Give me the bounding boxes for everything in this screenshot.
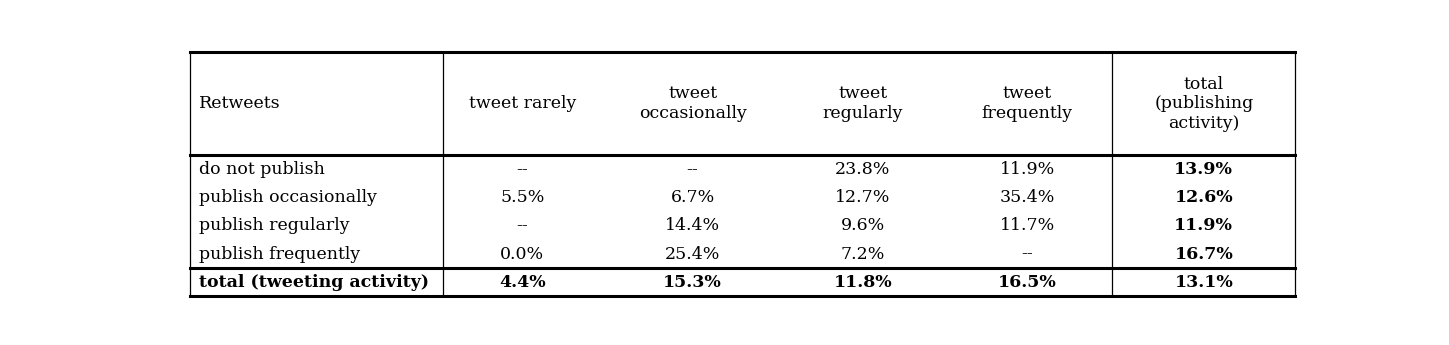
Text: 16.5%: 16.5% — [998, 274, 1056, 291]
Text: 25.4%: 25.4% — [665, 246, 720, 263]
Text: 0.0%: 0.0% — [500, 246, 545, 263]
Text: 13.9%: 13.9% — [1174, 161, 1233, 178]
Text: 13.1%: 13.1% — [1174, 274, 1233, 291]
Text: 16.7%: 16.7% — [1174, 246, 1233, 263]
Text: publish frequently: publish frequently — [199, 246, 361, 263]
Text: 11.7%: 11.7% — [1000, 217, 1055, 234]
Text: publish regularly: publish regularly — [199, 217, 349, 234]
Text: --: -- — [516, 161, 527, 178]
Text: 15.3%: 15.3% — [664, 274, 722, 291]
Text: 14.4%: 14.4% — [665, 217, 720, 234]
Text: total
(publishing
activity): total (publishing activity) — [1153, 76, 1253, 132]
Text: 11.9%: 11.9% — [1174, 217, 1233, 234]
Text: total (tweeting activity): total (tweeting activity) — [199, 274, 429, 291]
Text: do not publish: do not publish — [199, 161, 325, 178]
Text: 35.4%: 35.4% — [1000, 189, 1055, 206]
Text: 23.8%: 23.8% — [835, 161, 891, 178]
Text: tweet
occasionally: tweet occasionally — [639, 85, 746, 122]
Text: Retweets: Retweets — [199, 95, 281, 112]
Text: 11.9%: 11.9% — [1000, 161, 1055, 178]
Text: tweet
frequently: tweet frequently — [981, 85, 1072, 122]
Text: 12.7%: 12.7% — [835, 189, 891, 206]
Text: 7.2%: 7.2% — [840, 246, 885, 263]
Text: tweet
regularly: tweet regularly — [823, 85, 903, 122]
Text: tweet rarely: tweet rarely — [468, 95, 575, 112]
Text: 6.7%: 6.7% — [671, 189, 714, 206]
Text: 5.5%: 5.5% — [500, 189, 545, 206]
Text: publish occasionally: publish occasionally — [199, 189, 377, 206]
Text: --: -- — [516, 217, 527, 234]
Text: --: -- — [1022, 246, 1033, 263]
Text: 9.6%: 9.6% — [840, 217, 885, 234]
Text: 11.8%: 11.8% — [833, 274, 893, 291]
Text: 12.6%: 12.6% — [1175, 189, 1233, 206]
Text: 4.4%: 4.4% — [498, 274, 545, 291]
Text: --: -- — [687, 161, 698, 178]
